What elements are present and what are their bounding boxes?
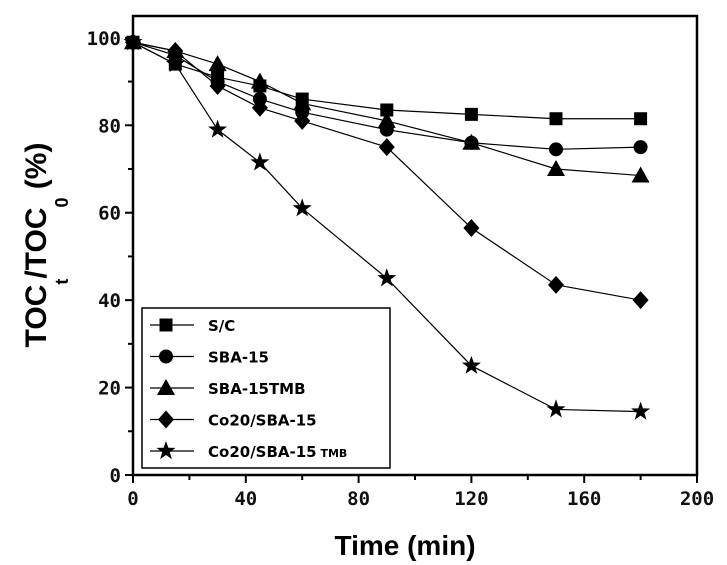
y-tick-label: 80 bbox=[98, 115, 121, 137]
data-point bbox=[378, 138, 395, 157]
data-point bbox=[377, 111, 396, 128]
series-1 bbox=[126, 35, 648, 126]
data-point bbox=[461, 355, 481, 374]
legend-label: SBA-15 bbox=[208, 349, 269, 367]
axes: 0 40 80 120 160 200 0 20 40 60 80 100 bbox=[87, 14, 714, 510]
data-point bbox=[546, 399, 566, 418]
data-point bbox=[633, 140, 648, 155]
data-point bbox=[631, 401, 651, 420]
y-tick-label: 0 bbox=[110, 465, 121, 487]
data-point bbox=[294, 111, 311, 130]
data-point bbox=[549, 142, 563, 157]
legend-marker bbox=[158, 410, 174, 429]
y-tick-label: 60 bbox=[98, 203, 121, 225]
data-point bbox=[123, 32, 143, 51]
series-line bbox=[132, 41, 641, 301]
x-tick-label: 200 bbox=[680, 488, 714, 510]
y-axis-title: TOCt/TOC0 (%) bbox=[20, 143, 72, 348]
x-axis-title: Time (min) bbox=[334, 530, 475, 561]
legend-marker bbox=[159, 318, 173, 332]
data-point bbox=[632, 291, 649, 310]
y-tick-label: 100 bbox=[87, 28, 121, 50]
data-point bbox=[634, 112, 648, 126]
legend-label: Co20/SBA-15 TMB bbox=[208, 443, 347, 461]
data-point bbox=[292, 198, 312, 217]
legend-label: S/C bbox=[208, 317, 235, 335]
x-tick-label: 160 bbox=[567, 488, 601, 510]
x-tick-label: 40 bbox=[234, 488, 257, 510]
legend-marker bbox=[157, 379, 175, 395]
data-point bbox=[167, 41, 184, 60]
data-point bbox=[293, 94, 312, 111]
data-point bbox=[377, 268, 397, 287]
data-point bbox=[208, 119, 228, 138]
legend: S/C SBA-15 SBA-15TMB Co20/SBA-15 Co20/SBA-15… bbox=[141, 307, 391, 469]
data-point bbox=[547, 160, 565, 176]
axis-labels: Time (min) TOCt/TOC0 (%) bbox=[20, 143, 476, 561]
data-point bbox=[464, 107, 478, 121]
data-point bbox=[380, 103, 394, 117]
x-tick-label: 0 bbox=[127, 488, 138, 510]
data-point bbox=[250, 152, 270, 171]
data-point bbox=[251, 98, 268, 117]
data-point bbox=[208, 55, 227, 72]
data-point bbox=[548, 275, 564, 294]
data-point bbox=[165, 54, 185, 73]
series-5 bbox=[123, 32, 651, 420]
data-point bbox=[549, 112, 563, 126]
data-point bbox=[631, 166, 650, 183]
legend-label: Co20/SBA-15 bbox=[208, 412, 317, 430]
data-point bbox=[250, 72, 269, 89]
series-layer bbox=[123, 32, 651, 420]
legend-label: SBA-15TMB bbox=[208, 380, 306, 398]
y-tick-label: 20 bbox=[98, 378, 121, 400]
data-point bbox=[209, 76, 226, 95]
data-point bbox=[462, 133, 481, 150]
legend-marker bbox=[159, 349, 173, 364]
legend-marker bbox=[156, 441, 176, 460]
series-4 bbox=[125, 33, 649, 310]
data-point bbox=[463, 219, 480, 238]
x-tick-label: 120 bbox=[454, 488, 488, 510]
x-tick-label: 80 bbox=[347, 488, 370, 510]
y-tick-label: 40 bbox=[98, 290, 121, 312]
